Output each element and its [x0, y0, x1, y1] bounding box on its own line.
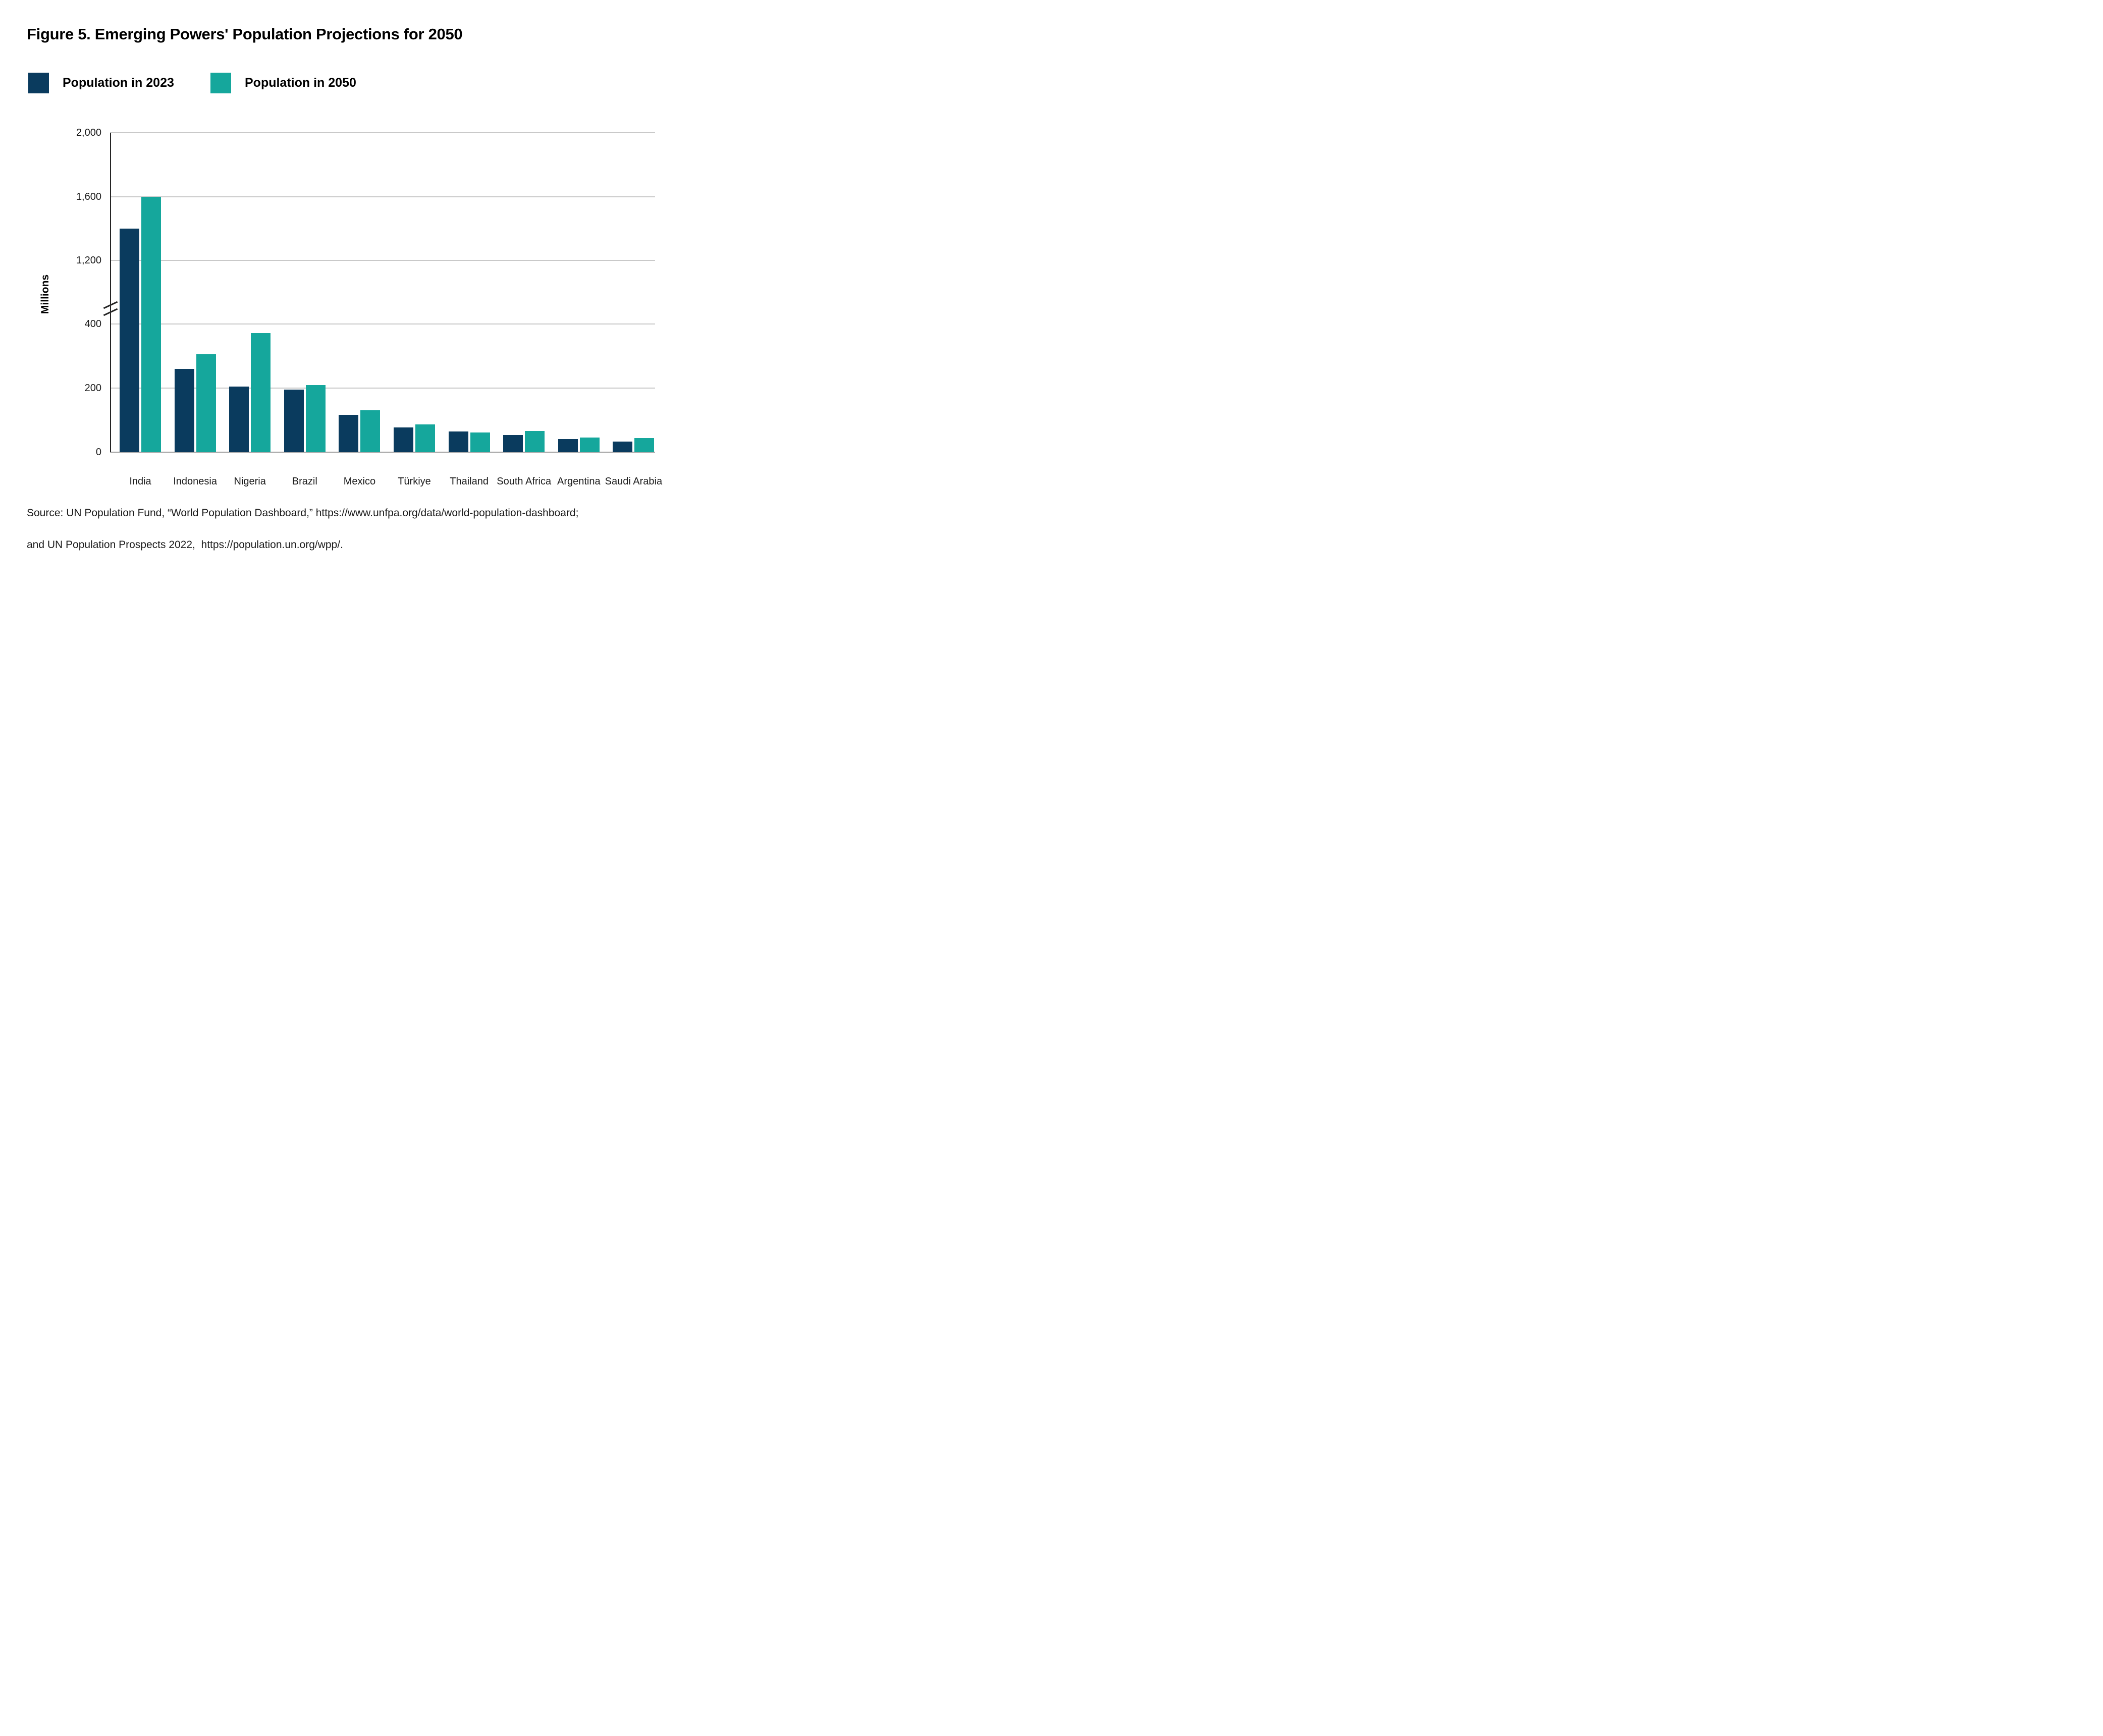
- bar-2023-mexico: [339, 415, 359, 452]
- bar-2050-saudi-arabia: [634, 438, 655, 452]
- legend-swatch-2023: [28, 73, 49, 93]
- bar-2050-india: [141, 196, 161, 452]
- x-label-mexico: Mexico: [343, 476, 376, 487]
- y-tick-label-0: 0: [95, 447, 101, 458]
- y-tick-label-200: 200: [84, 383, 101, 394]
- bar-2050-south-africa: [525, 431, 545, 452]
- legend-label-2050: Population in 2050: [245, 76, 356, 90]
- bar-2050-indonesia: [196, 354, 216, 452]
- x-label-thailand: Thailand: [450, 476, 489, 487]
- x-label-nigeria: Nigeria: [234, 476, 266, 487]
- y-tick-label-1600: 1,600: [76, 191, 101, 202]
- bar-2050-thailand: [470, 432, 490, 452]
- bar-2050-brazil: [305, 385, 326, 452]
- gridline-2000: [110, 132, 655, 133]
- x-label-saudi-arabia: Saudi Arabia: [605, 476, 663, 487]
- bar-2050-nigeria: [251, 333, 271, 452]
- source-line-1: Source: UN Population Fund, “World Popul…: [27, 507, 579, 519]
- y-axis-line: [110, 133, 111, 452]
- x-label-argentina: Argentina: [557, 476, 601, 487]
- x-label-brazil: Brazil: [292, 476, 317, 487]
- legend-item-2050: Population in 2050: [210, 73, 356, 93]
- source-note: Source: UN Population Fund, “World Popul…: [27, 505, 693, 553]
- bar-2023-türkiye: [394, 427, 413, 452]
- bar-2023-indonesia: [174, 368, 194, 452]
- figure-title: Figure 5. Emerging Powers' Population Pr…: [27, 25, 463, 43]
- bar-2023-saudi-arabia: [613, 442, 633, 452]
- x-label-türkiye: Türkiye: [398, 476, 431, 487]
- x-label-south-africa: South Africa: [497, 476, 552, 487]
- bar-2023-nigeria: [229, 386, 249, 452]
- gridline-400: [110, 323, 655, 324]
- bar-2023-india: [120, 228, 139, 452]
- gridline-200: [110, 388, 655, 389]
- y-tick-label-400: 400: [84, 318, 101, 330]
- legend-label-2023: Population in 2023: [63, 76, 174, 90]
- bar-2023-thailand: [448, 431, 468, 452]
- x-label-indonesia: Indonesia: [173, 476, 217, 487]
- plot-area: 2,000 1,600 1,200 400 200 0 India Indonesia Nige…: [76, 127, 662, 487]
- bar-2050-mexico: [360, 410, 381, 452]
- bar-2050-türkiye: [415, 424, 435, 452]
- x-axis-line: [110, 452, 655, 453]
- y-tick-label-1200: 1,200: [76, 255, 101, 266]
- gridline-1200: [110, 260, 655, 261]
- legend-swatch-2050: [210, 73, 231, 93]
- y-tick-label-2000: 2,000: [76, 127, 101, 138]
- bar-2023-brazil: [284, 390, 304, 452]
- bar-2050-argentina: [579, 437, 600, 452]
- bar-2023-argentina: [558, 439, 578, 452]
- bar-2023-south-africa: [503, 435, 523, 452]
- legend-item-2023: Population in 2023: [28, 73, 174, 93]
- gridline-1600: [110, 196, 655, 197]
- x-label-india: India: [129, 476, 151, 487]
- source-line-2: and UN Population Prospects 2022, https:…: [27, 539, 343, 551]
